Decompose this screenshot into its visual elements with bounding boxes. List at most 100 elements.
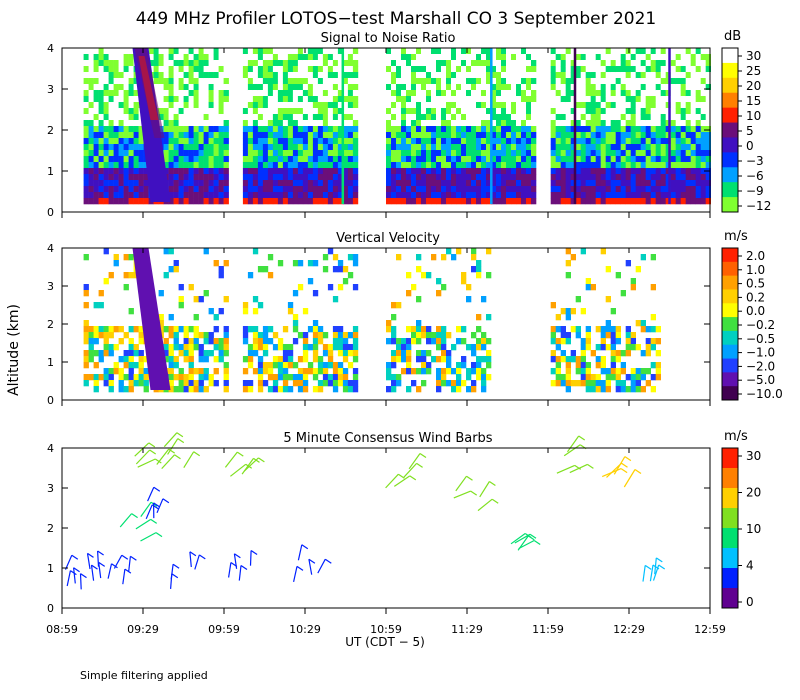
heatmap-cell — [670, 96, 676, 103]
heatmap-cell — [456, 78, 462, 85]
heatmap-cell — [521, 168, 527, 175]
heatmap-cell — [352, 84, 359, 91]
heatmap-cell — [675, 54, 681, 61]
heatmap-cell — [550, 350, 556, 357]
heatmap-cell — [108, 162, 114, 169]
heatmap-cell — [570, 48, 576, 55]
heatmap-cell — [277, 374, 284, 381]
heatmap-cell — [590, 78, 596, 85]
heatmap-cell — [580, 162, 586, 169]
heatmap-cell — [337, 126, 344, 133]
x-tick-label: 09:29 — [127, 623, 159, 636]
heatmap-cell — [262, 380, 269, 387]
heatmap-cell — [695, 192, 701, 199]
heatmap-cell — [570, 102, 576, 109]
heatmap-cell — [491, 84, 497, 91]
heatmap-cell — [352, 150, 359, 157]
heatmap-cell — [188, 374, 194, 381]
heatmap-cell — [386, 168, 392, 175]
heatmap-cell — [401, 186, 407, 193]
heatmap-cell — [218, 356, 224, 363]
heatmap-cell — [183, 114, 189, 121]
heatmap-cell — [516, 90, 522, 97]
heatmap-cell — [550, 114, 556, 121]
heatmap-cell — [193, 186, 199, 193]
heatmap-cell — [446, 174, 452, 181]
heatmap-cell — [103, 54, 109, 61]
heatmap-cell — [173, 132, 179, 139]
heatmap-cell — [302, 386, 309, 393]
heatmap-cell — [675, 78, 681, 85]
heatmap-cell — [242, 186, 249, 193]
heatmap-cell — [247, 126, 254, 133]
heatmap-cell — [312, 162, 319, 169]
heatmap-cell — [198, 48, 204, 55]
heatmap-cell — [560, 84, 566, 91]
heatmap-cell — [466, 84, 472, 91]
heatmap-cell — [302, 60, 309, 67]
heatmap-cell — [605, 266, 611, 273]
heatmap-cell — [118, 186, 124, 193]
heatmap-cell — [292, 198, 299, 205]
heatmap-cell — [203, 150, 209, 157]
heatmap-cell — [223, 162, 229, 169]
heatmap-cell — [337, 132, 344, 139]
heatmap-cell — [451, 192, 457, 199]
heatmap-cell — [620, 380, 626, 387]
heatmap-cell — [93, 138, 99, 145]
heatmap-cell — [401, 48, 407, 55]
heatmap-cell — [555, 114, 561, 121]
colorbar-tick-label: 30 — [746, 449, 761, 463]
heatmap-cell — [193, 386, 199, 393]
heatmap-cell — [307, 344, 314, 351]
heatmap-cell — [605, 332, 611, 339]
heatmap-cell — [113, 90, 119, 97]
heatmap-cell — [531, 138, 537, 145]
heatmap-cell — [446, 54, 452, 61]
heatmap-cell — [257, 114, 264, 121]
heatmap-cell — [113, 114, 119, 121]
heatmap-cell — [481, 192, 487, 199]
heatmap-cell — [501, 60, 507, 67]
heatmap-cell — [292, 66, 299, 73]
heatmap-cell — [695, 168, 701, 175]
heatmap-cell — [570, 114, 576, 121]
wind-barb — [66, 570, 71, 587]
heatmap-cell — [277, 84, 284, 91]
heatmap-cell — [277, 66, 284, 73]
heatmap-cell — [148, 48, 154, 55]
heatmap-cell — [242, 150, 249, 157]
heatmap-cell — [337, 338, 344, 345]
heatmap-cell — [143, 180, 149, 187]
heatmap-cell — [516, 72, 522, 79]
heatmap-cell — [153, 84, 159, 91]
heatmap-cell — [352, 386, 359, 393]
heatmap-cell — [168, 78, 174, 85]
heatmap-cell — [590, 386, 596, 393]
heatmap-cell — [451, 66, 457, 73]
heatmap-cell — [416, 266, 422, 273]
heatmap-cell — [292, 162, 299, 169]
heatmap-cell — [650, 78, 656, 85]
heatmap-cell — [108, 368, 114, 375]
heatmap-cell — [491, 60, 497, 67]
heatmap-cell — [476, 132, 482, 139]
wind-barb-flag — [308, 558, 316, 564]
heatmap-cell — [486, 138, 492, 145]
heatmap-cell — [406, 198, 412, 205]
heatmap-cell — [496, 84, 502, 91]
heatmap-cell — [645, 90, 651, 97]
heatmap-cell — [486, 356, 492, 363]
heatmap-cell — [342, 48, 349, 55]
heatmap-cell — [178, 78, 184, 85]
heatmap-cell — [401, 102, 407, 109]
heatmap-cell — [312, 120, 319, 127]
heatmap-cell — [421, 90, 427, 97]
y-tick-label: 1 — [47, 165, 54, 178]
heatmap-cell — [208, 192, 214, 199]
heatmap-cell — [436, 132, 442, 139]
heatmap-cell — [193, 150, 199, 157]
heatmap-cell — [168, 362, 174, 369]
heatmap-cell — [352, 168, 359, 175]
heatmap-cell — [257, 302, 264, 309]
